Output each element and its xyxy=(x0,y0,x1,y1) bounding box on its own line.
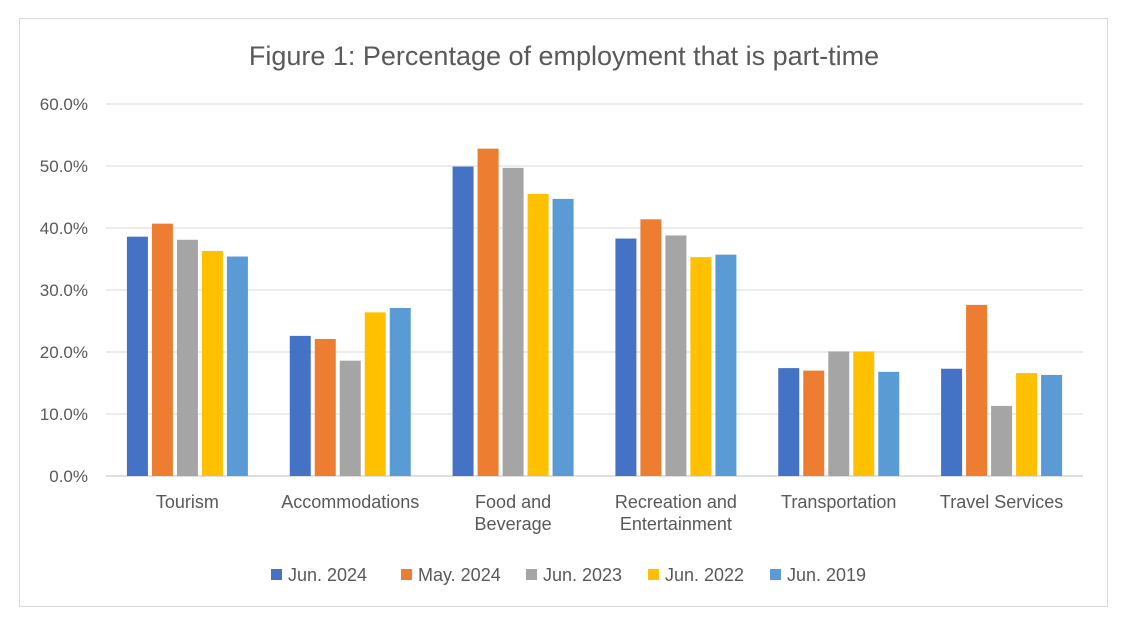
legend-label: Jun. 2019 xyxy=(787,565,866,585)
bar: Jun. 2024: 17.3 xyxy=(941,368,963,476)
bar: May. 2024: 40.7 xyxy=(151,223,173,476)
x-tick-label: Transportation xyxy=(781,492,896,512)
bar: Jun. 2019: 27.1 xyxy=(389,307,411,476)
bar: Jun. 2019: 35.7 xyxy=(715,254,737,476)
y-tick-label: 40.0% xyxy=(40,219,88,238)
x-tick-label: Food and Beverage xyxy=(475,492,552,534)
legend-item: Jun. 2024 xyxy=(271,565,367,585)
legend-swatch xyxy=(648,569,659,580)
bar: May. 2024: 22.1 xyxy=(314,338,336,476)
legend-swatch xyxy=(401,569,412,580)
bar: Jun. 2023: 18.6 xyxy=(339,360,361,476)
legend-label: Jun. 2023 xyxy=(543,565,622,585)
bar: Jun. 2023: 20.1 xyxy=(828,351,850,476)
bar: Jun. 2023: 38.1 xyxy=(176,239,198,476)
legend-swatch xyxy=(526,569,537,580)
legend-item: Jun. 2023 xyxy=(526,565,622,585)
x-tick-label: Recreation and Entertainment xyxy=(615,492,737,534)
y-tick-label: 60.0% xyxy=(40,95,88,114)
bar: Jun. 2019: 44.7 xyxy=(552,198,574,477)
y-tick-label: 10.0% xyxy=(40,405,88,424)
bar: Jun. 2024: 22.6 xyxy=(289,335,311,476)
bar: Jun. 2023: 49.7 xyxy=(502,167,524,477)
bar: May. 2024: 52.8 xyxy=(477,148,499,476)
bar: May. 2024: 27.6 xyxy=(966,304,988,476)
bars: Jun. 2024: 38.6May. 2024: 40.7Jun. 2023:… xyxy=(126,148,1063,477)
x-axis: Tourism Accommodations Food and Beverage Rec… xyxy=(156,492,1063,534)
bar: Jun. 2022: 45.5 xyxy=(527,193,549,476)
bar: Jun. 2022: 35.3 xyxy=(690,257,712,476)
legend: Jun. 2024 May. 2024 Jun. 2023 Jun. 2022 Jun.… xyxy=(271,565,866,585)
bar: Jun. 2024: 38.6 xyxy=(126,236,148,476)
bar: Jun. 2024: 38.3 xyxy=(615,238,637,476)
bar: May. 2024: 41.4 xyxy=(640,219,662,476)
legend-label: May. 2024 xyxy=(418,565,501,585)
bar: Jun. 2022: 16.6 xyxy=(1016,373,1038,476)
bar: Jun. 2019: 16.8 xyxy=(878,371,900,476)
bar: May. 2024: 17 xyxy=(803,370,825,476)
bar: Jun. 2019: 35.4 xyxy=(226,256,248,476)
legend-item: Jun. 2022 xyxy=(648,565,744,585)
bar: Jun. 2024: 49.9 xyxy=(452,166,474,476)
bar: Jun. 2022: 36.3 xyxy=(201,250,223,476)
legend-label: Jun. 2024 xyxy=(288,565,367,585)
y-tick-label: 20.0% xyxy=(40,343,88,362)
x-tick-label: Accommodations xyxy=(281,492,419,512)
y-tick-label: 30.0% xyxy=(40,281,88,300)
y-tick-label: 0.0% xyxy=(49,467,88,486)
bar: Jun. 2022: 26.4 xyxy=(364,312,386,476)
gridlines xyxy=(106,103,1083,477)
x-tick-label: Tourism xyxy=(156,492,219,512)
bar: Jun. 2023: 38.8 xyxy=(665,235,687,476)
bar: Jun. 2023: 11.3 xyxy=(991,405,1013,476)
legend-swatch xyxy=(770,569,781,580)
legend-label: Jun. 2022 xyxy=(665,565,744,585)
legend-item: Jun. 2019 xyxy=(770,565,866,585)
y-axis: 0.0% 10.0% 20.0% 30.0% 40.0% 50.0% 60.0% xyxy=(40,95,88,486)
bar: Jun. 2024: 17.4 xyxy=(778,368,800,476)
y-tick-label: 50.0% xyxy=(40,157,88,176)
x-tick-label: Travel Services xyxy=(940,492,1063,512)
legend-item: May. 2024 xyxy=(401,565,501,585)
legend-swatch xyxy=(271,569,282,580)
bar: Jun. 2019: 16.3 xyxy=(1041,374,1063,476)
bar: Jun. 2022: 20.1 xyxy=(853,351,875,476)
chart-title: Figure 1: Percentage of employment that … xyxy=(249,41,879,71)
